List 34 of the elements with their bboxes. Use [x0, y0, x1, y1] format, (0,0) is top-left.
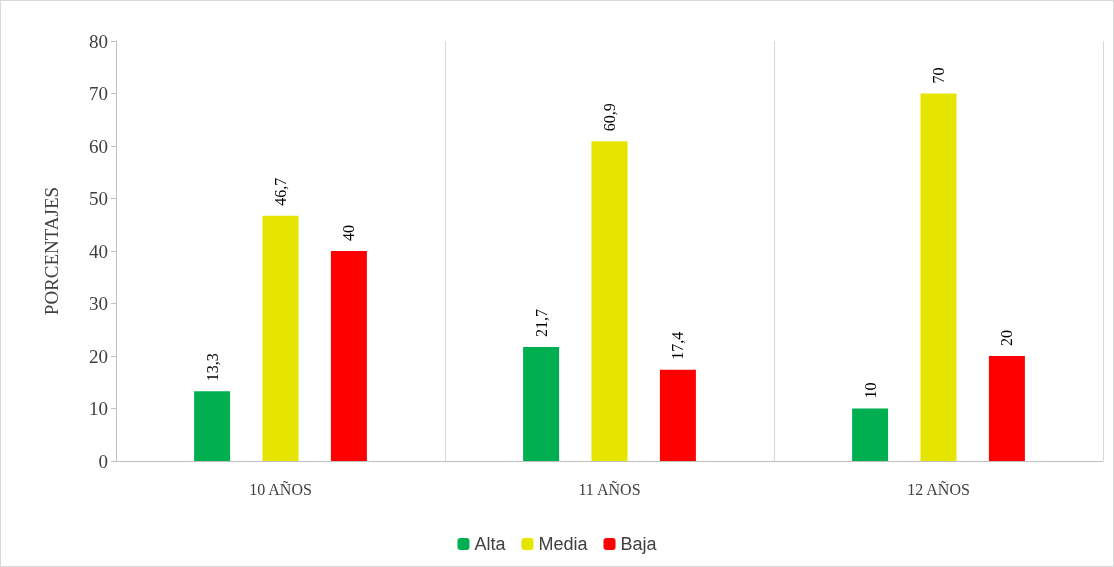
y-tick-label: 0 [98, 450, 108, 472]
bar [659, 369, 696, 461]
data-label: 13,3 [203, 353, 221, 382]
bar [523, 347, 560, 461]
y-tick-label: 20 [89, 345, 108, 367]
y-tick-label: 60 [89, 135, 108, 157]
y-tick-label: 30 [89, 293, 108, 314]
bar [591, 141, 628, 461]
data-label: 46,7 [272, 177, 289, 206]
y-tick-label: 10 [89, 398, 108, 419]
y-tick-label: 70 [89, 83, 108, 104]
data-label: 17,4 [669, 331, 687, 360]
bar [920, 93, 957, 461]
legend-label: Baja [620, 534, 658, 554]
y-tick-label: 40 [89, 240, 108, 262]
bar [852, 408, 889, 461]
bar [330, 251, 367, 461]
bar [988, 356, 1025, 461]
y-tick-label: 80 [89, 30, 108, 52]
data-label: 10 [861, 382, 879, 399]
x-tick-label: 12 AÑOS [907, 480, 970, 498]
x-tick-label: 10 AÑOS [249, 480, 312, 498]
y-tick-label: 50 [89, 188, 108, 209]
bar [194, 391, 231, 461]
y-axis-title: PORCENTAJES [41, 186, 62, 316]
legend-label: Media [538, 534, 589, 554]
x-tick-label: 11 AÑOS [578, 480, 641, 498]
data-label: 70 [930, 67, 947, 84]
legend-label: Alta [474, 534, 507, 554]
bar [262, 215, 299, 461]
data-label: 40 [340, 225, 358, 241]
data-label: 60,9 [601, 103, 618, 132]
data-label: 20 [998, 330, 1016, 346]
data-label: 21,7 [532, 309, 550, 338]
